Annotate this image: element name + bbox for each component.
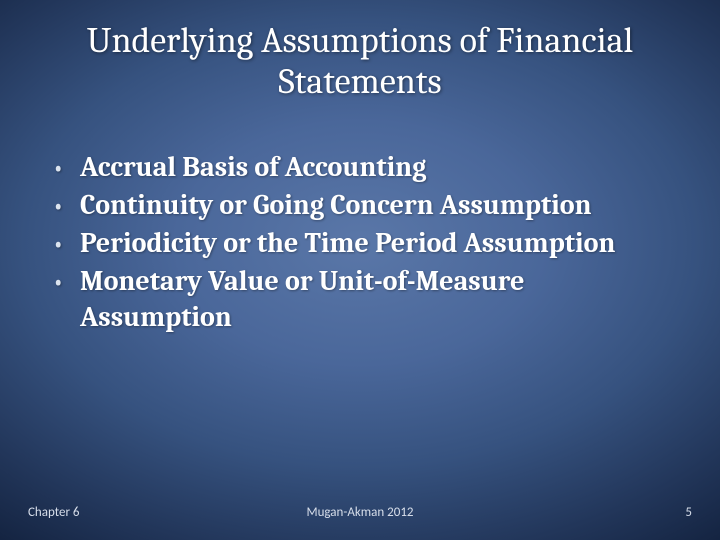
bullet-text: Monetary Value or Unit-of-Measure Assump…	[80, 264, 680, 336]
footer-center: Mugan-Akman 2012	[249, 505, 470, 520]
bullet-icon: •	[50, 264, 80, 300]
bullet-list: • Accrual Basis of Accounting • Continui…	[50, 150, 680, 338]
list-item: • Monetary Value or Unit-of-Measure Assu…	[50, 264, 680, 336]
bullet-icon: •	[50, 188, 80, 224]
bullet-text: Continuity or Going Concern Assumption	[80, 188, 680, 224]
slide-title: Underlying Assumptions of Financial Stat…	[0, 20, 720, 103]
slide: Underlying Assumptions of Financial Stat…	[0, 0, 720, 540]
footer-left: Chapter 6	[28, 505, 249, 520]
footer-page-number: 5	[471, 505, 692, 520]
list-item: • Continuity or Going Concern Assumption	[50, 188, 680, 224]
list-item: • Accrual Basis of Accounting	[50, 150, 680, 186]
bullet-icon: •	[50, 226, 80, 262]
slide-footer: Chapter 6 Mugan-Akman 2012 5	[28, 505, 692, 520]
bullet-text: Periodicity or the Time Period Assumptio…	[80, 226, 680, 262]
list-item: • Periodicity or the Time Period Assumpt…	[50, 226, 680, 262]
bullet-text: Accrual Basis of Accounting	[80, 150, 680, 186]
bullet-icon: •	[50, 150, 80, 186]
